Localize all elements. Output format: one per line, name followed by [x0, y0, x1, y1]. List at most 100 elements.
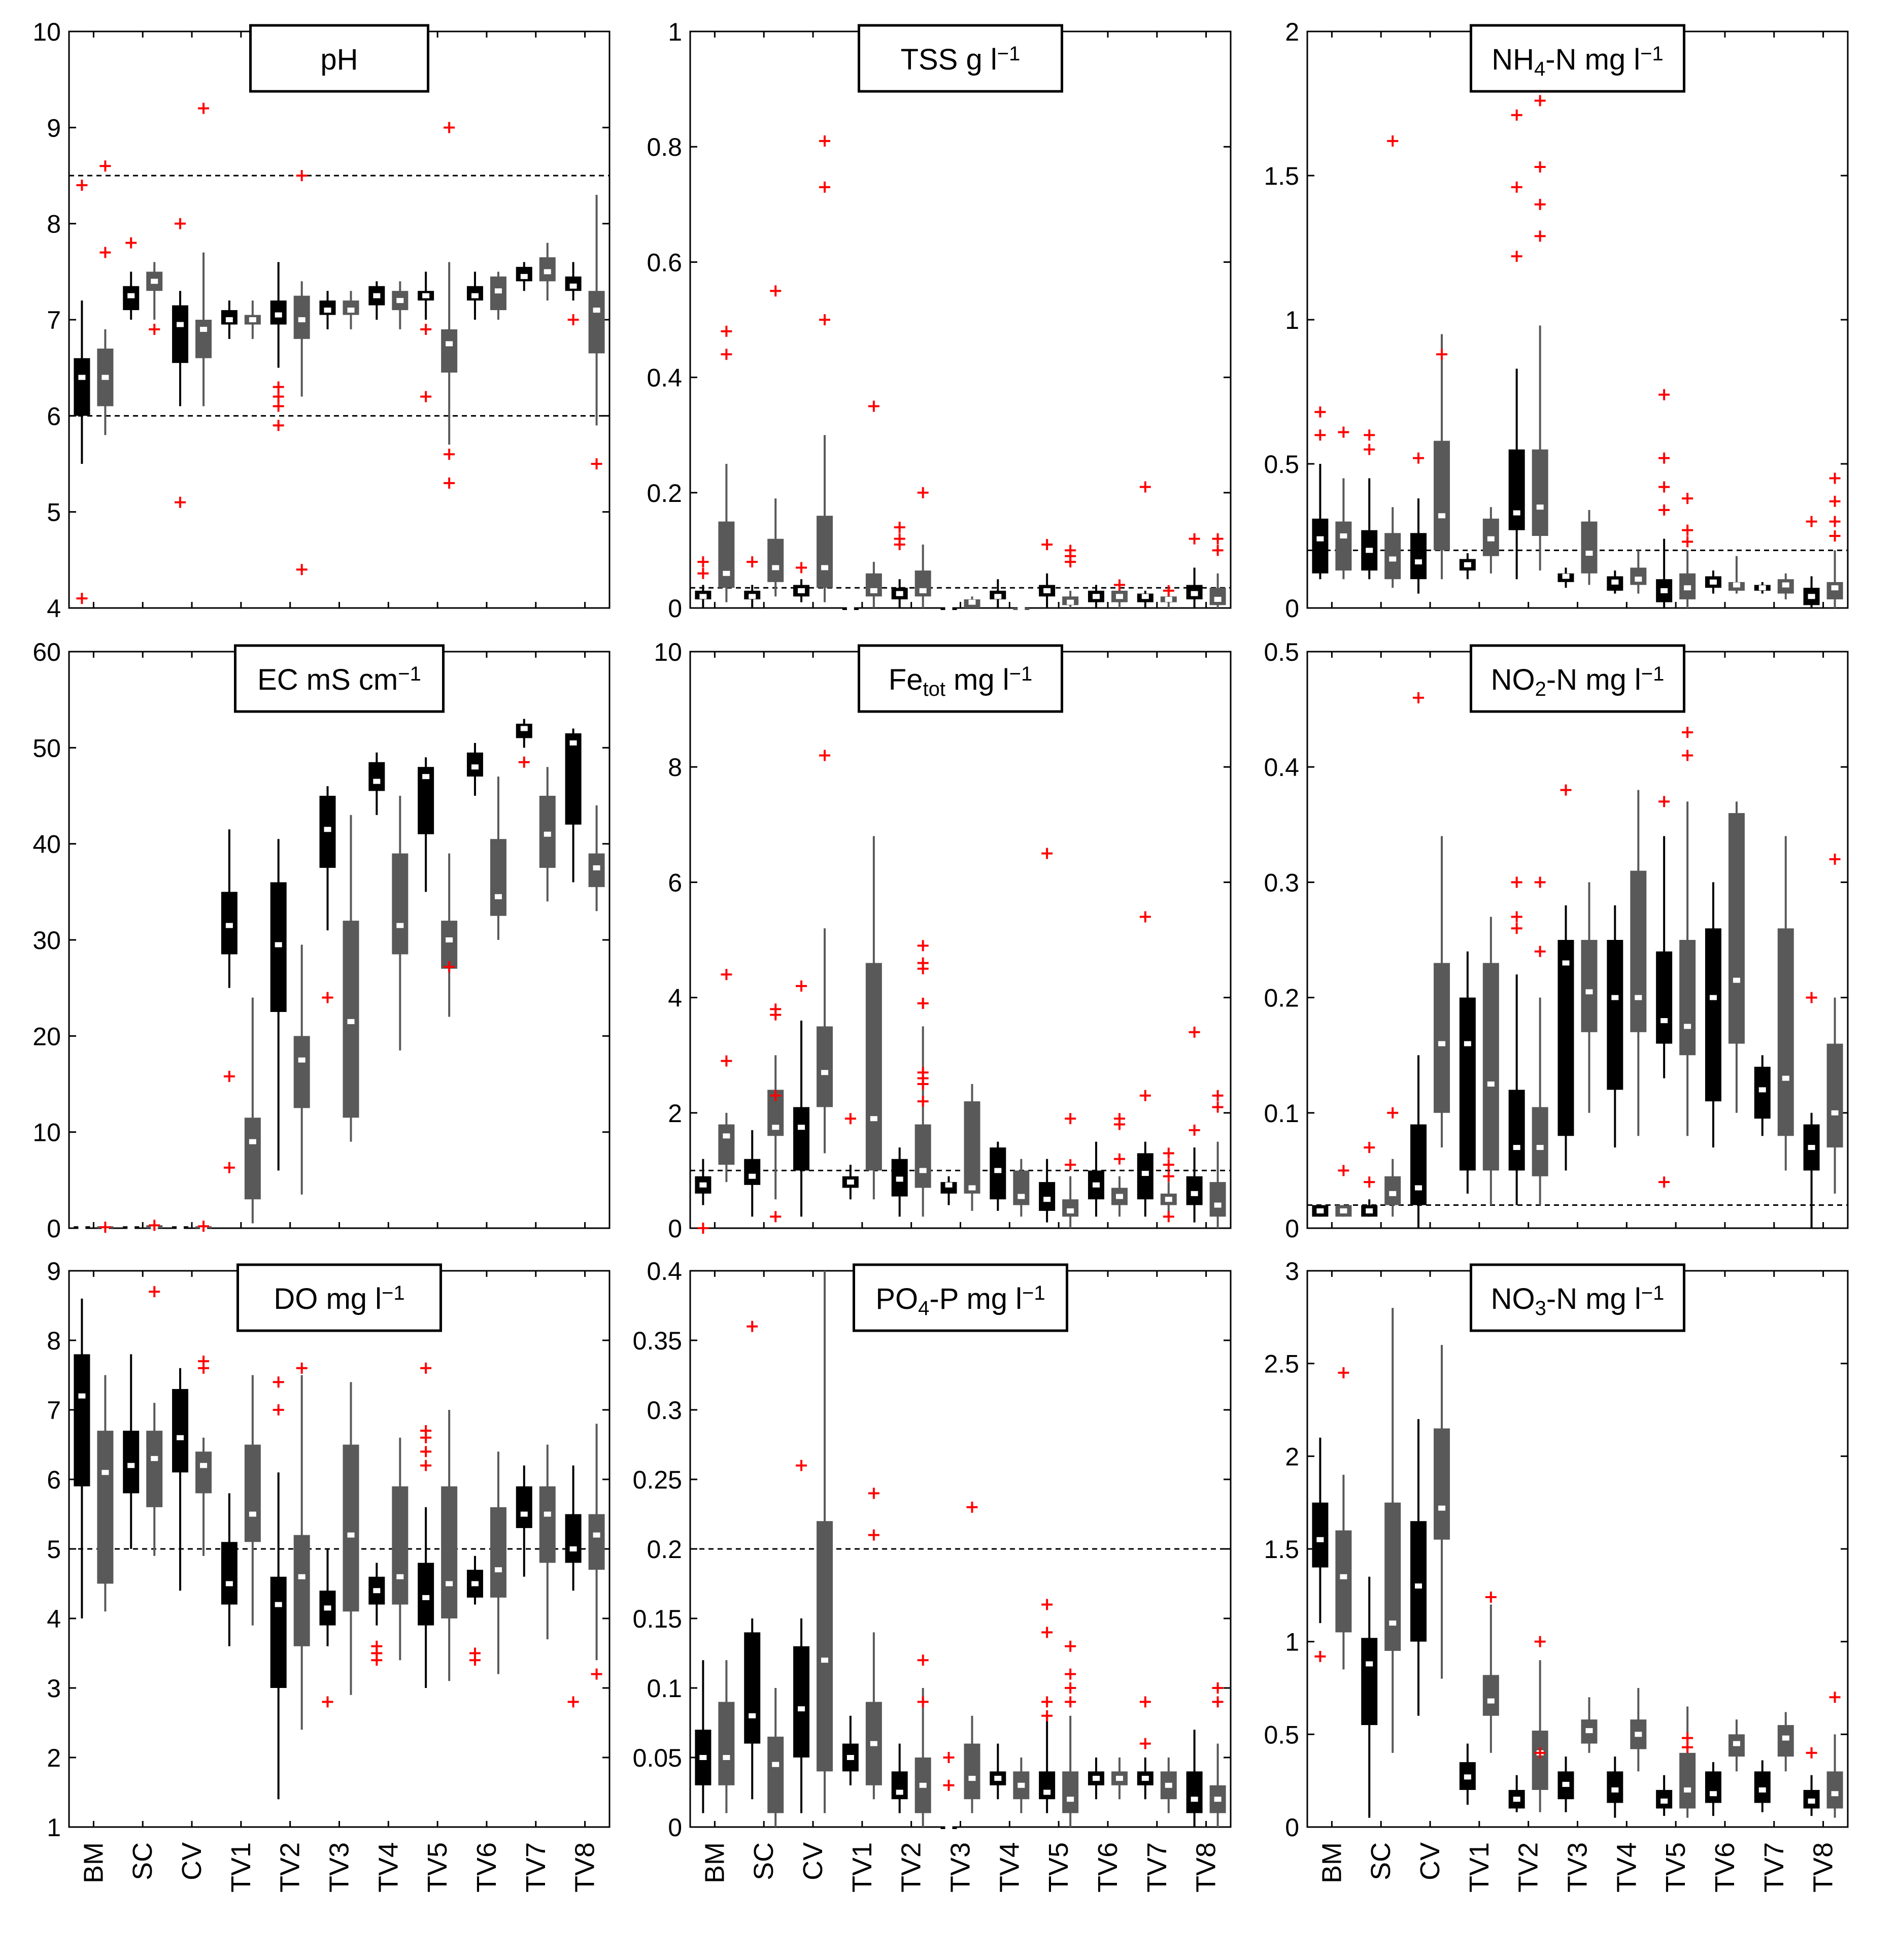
median-mark [1366, 1208, 1373, 1213]
median-mark [896, 591, 903, 596]
outlier-marker [894, 533, 905, 545]
median-mark [1092, 1776, 1100, 1781]
x-tick-label: TV3 [945, 1842, 976, 1893]
y-tick-label: 0.3 [647, 1396, 682, 1425]
y-tick-label: 0.4 [1264, 753, 1299, 782]
panel-title-box [853, 1263, 1068, 1332]
median-mark [396, 298, 404, 303]
x-tick-label: TV2 [896, 1842, 927, 1893]
box-grey-cv [817, 135, 833, 602]
iqr-box [1312, 518, 1329, 573]
box-dark-sc [744, 556, 761, 608]
box-grey-tv4 [1630, 1688, 1647, 1772]
box-dark-tv5 [1039, 539, 1056, 608]
title-tail: -N mg l [1545, 43, 1640, 76]
outlier-marker [591, 458, 602, 469]
outlier-marker [198, 1221, 210, 1232]
median-mark [1635, 995, 1642, 1000]
box-grey-cv [817, 750, 833, 1154]
outlier-marker [966, 1501, 978, 1513]
box-dark-bm [74, 1225, 90, 1230]
x-tick-label: TV2 [275, 1842, 306, 1893]
iqr-box [1410, 1521, 1427, 1642]
median-mark [1513, 1797, 1520, 1802]
box-dark-cv [1410, 1419, 1427, 1716]
median-mark [373, 779, 381, 784]
iqr-box [392, 1486, 409, 1605]
y-tick-label: 0.05 [633, 1744, 682, 1772]
iqr-box [221, 1542, 238, 1605]
outlier-marker [697, 567, 709, 579]
y-tick-label: 0 [1285, 1214, 1299, 1243]
iqr-box [368, 762, 385, 791]
outlier-marker [296, 1362, 308, 1374]
outlier-marker [99, 1222, 111, 1233]
iqr-box [441, 921, 458, 969]
box-grey-tv2 [914, 1654, 931, 1827]
y-tick-label: 10 [654, 638, 682, 666]
box-grey-tv4 [1630, 790, 1647, 1136]
outlier-marker [1364, 444, 1375, 455]
box-grey-sc [1384, 1308, 1401, 1753]
median-mark [422, 774, 430, 780]
box-dark-tv1 [221, 829, 238, 1173]
y-tick-label: 0 [668, 594, 682, 623]
median-mark [870, 1741, 877, 1746]
box-dark-tv8 [565, 1465, 582, 1708]
box-grey-tv8 [1209, 533, 1226, 608]
box-dark-tv1 [1459, 1743, 1476, 1805]
outlier-marker [420, 391, 432, 402]
iqr-box [1186, 1176, 1203, 1205]
y-tick-label: 1 [1285, 306, 1299, 334]
outlier-marker [1163, 1170, 1174, 1182]
outlier-marker [1806, 1747, 1817, 1759]
panel-title-box [249, 24, 429, 93]
median-mark [1709, 995, 1717, 1000]
box-dark-tv7 [516, 262, 532, 291]
title-main: TSS g l [901, 43, 997, 76]
outlier-marker [1682, 750, 1693, 761]
outlier-marker [1065, 1696, 1076, 1708]
iqr-box [293, 1535, 310, 1646]
iqr-box [1062, 1771, 1079, 1813]
x-tick-label: TV5 [1660, 1842, 1691, 1893]
median-mark [1782, 1735, 1789, 1741]
median-mark [945, 1824, 953, 1830]
y-tick-label: 6 [47, 1466, 61, 1494]
outlier-marker [1485, 1591, 1497, 1603]
x-tick-label: SC [749, 1842, 779, 1880]
median-mark [723, 1133, 730, 1139]
outlier-marker [1413, 452, 1425, 464]
box-grey-tv7 [1160, 1758, 1177, 1813]
outlier-marker [1212, 533, 1224, 545]
box-dark-tv5 [1656, 1775, 1673, 1816]
box-grey-sc [1384, 135, 1401, 588]
box-grey-tv5 [1062, 1113, 1079, 1228]
median-mark [1214, 1202, 1222, 1208]
box-dark-tv6 [466, 1556, 483, 1666]
box-grey-tv7 [1777, 1712, 1794, 1772]
box-grey-cv [1434, 334, 1450, 580]
box-dark-tv1 [221, 300, 238, 339]
outlier-marker [697, 556, 709, 568]
box-grey-cv [1434, 1345, 1450, 1679]
median-mark [127, 1463, 135, 1468]
median-mark [1808, 594, 1815, 599]
outlier-marker [1065, 1113, 1076, 1125]
iqr-box [1482, 1675, 1499, 1716]
outlier-marker [819, 135, 831, 147]
iqr-box [891, 1771, 908, 1800]
outlier-marker [1212, 1696, 1224, 1708]
outlier-marker [943, 1779, 955, 1791]
box-dark-tv5 [1039, 848, 1056, 1223]
iqr-box [1508, 1090, 1525, 1171]
median-mark [772, 1125, 779, 1130]
x-tick-label: TV6 [471, 1842, 502, 1893]
median-mark [1438, 1041, 1446, 1046]
outlier-marker [1041, 1627, 1053, 1638]
median-mark [520, 274, 528, 279]
box-dark-tv5 [418, 757, 434, 892]
outlier-marker [1139, 1696, 1151, 1708]
box-grey-tv4 [1013, 1159, 1030, 1217]
outlier-marker [76, 593, 88, 604]
